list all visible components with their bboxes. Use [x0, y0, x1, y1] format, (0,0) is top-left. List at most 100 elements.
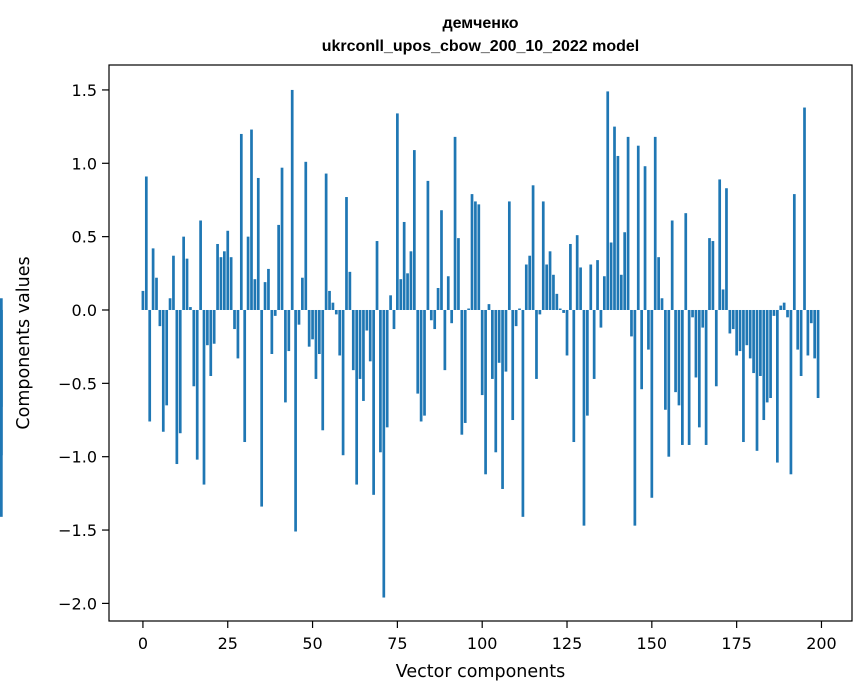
bar: [185, 258, 189, 310]
chart-title-line2: ukrconll_upos_cbow_200_10_2022 model: [322, 38, 639, 55]
bar: [358, 309, 362, 379]
y-tick-label: 0.5: [72, 228, 97, 247]
bar: [287, 309, 291, 352]
bar: [687, 309, 691, 445]
bar: [260, 309, 264, 507]
bar: [189, 307, 192, 310]
bar: [0, 298, 3, 310]
bar: [365, 309, 369, 331]
bar: [548, 251, 552, 310]
bar: [630, 309, 633, 337]
bar: [375, 241, 379, 310]
bar: [562, 309, 565, 313]
bar: [816, 309, 820, 399]
bar: [514, 309, 518, 327]
bar: [677, 309, 681, 406]
x-tick-label: 25: [218, 634, 238, 653]
bar: [623, 232, 627, 310]
bar: [175, 309, 179, 465]
bar: [501, 309, 504, 489]
x-tick-label: 75: [387, 634, 407, 653]
bar: [616, 155, 620, 310]
bar: [755, 309, 759, 451]
bar: [738, 309, 742, 352]
bar: [718, 179, 722, 310]
bar: [372, 309, 375, 495]
bar: [317, 309, 321, 354]
bar: [233, 309, 236, 330]
bar: [765, 309, 769, 403]
bar: [182, 236, 185, 310]
plot-area-frame: [108, 64, 853, 622]
y-tick-label: 1.5: [72, 81, 97, 100]
bar: [769, 309, 772, 399]
bar: [307, 309, 311, 347]
bar: [579, 267, 582, 310]
bar: [613, 126, 616, 310]
bar: [806, 309, 810, 356]
y-tick-label: −0.5: [58, 374, 97, 393]
bar: [731, 309, 735, 330]
bar: [626, 136, 630, 310]
bar: [491, 309, 494, 379]
bar: [199, 220, 202, 310]
bar: [565, 309, 569, 356]
y-tick-label: −1.0: [58, 448, 97, 467]
x-tick-label: 125: [552, 634, 583, 653]
bar: [168, 298, 172, 310]
bar: [236, 309, 240, 359]
bar: [667, 309, 671, 457]
bar: [270, 309, 274, 354]
bar: [524, 264, 528, 310]
bar: [301, 277, 304, 310]
bar: [664, 309, 667, 410]
bar: [660, 298, 664, 310]
bar: [419, 309, 423, 422]
bar: [474, 201, 477, 310]
bar: [406, 273, 409, 310]
bar: [402, 221, 406, 310]
bar: [345, 197, 348, 310]
bar: [602, 276, 606, 310]
bar: [592, 309, 596, 379]
x-tick-label: 175: [721, 634, 752, 653]
bar: [314, 309, 318, 379]
bar: [267, 268, 270, 310]
bar: [606, 91, 610, 310]
bar: [396, 113, 399, 310]
bar: [776, 309, 779, 463]
bar: [647, 309, 650, 350]
bar: [572, 309, 576, 443]
bar: [589, 264, 593, 310]
bar: [772, 309, 776, 316]
bar: [450, 309, 454, 324]
bar: [341, 309, 345, 456]
bar: [789, 309, 793, 475]
bar: [752, 309, 755, 374]
bar: [409, 251, 413, 310]
bar: [416, 309, 420, 394]
bar: [545, 264, 549, 310]
bar: [379, 309, 382, 453]
bar: [412, 150, 416, 310]
bar: [497, 309, 501, 363]
bar: [569, 243, 572, 310]
bar: [297, 309, 301, 325]
bar: [518, 308, 521, 310]
bar: [144, 176, 148, 310]
bar: [484, 309, 487, 475]
bar: [681, 309, 684, 445]
bar: [151, 248, 155, 310]
bar: [212, 309, 216, 344]
bar: [155, 277, 158, 310]
bar: [229, 257, 233, 310]
bar: [813, 309, 817, 359]
bar: [708, 238, 711, 310]
bar: [619, 274, 623, 310]
bar: [280, 167, 284, 310]
bar: [433, 309, 437, 330]
bar: [653, 136, 657, 310]
bar: [443, 309, 447, 371]
bar: [219, 257, 223, 310]
